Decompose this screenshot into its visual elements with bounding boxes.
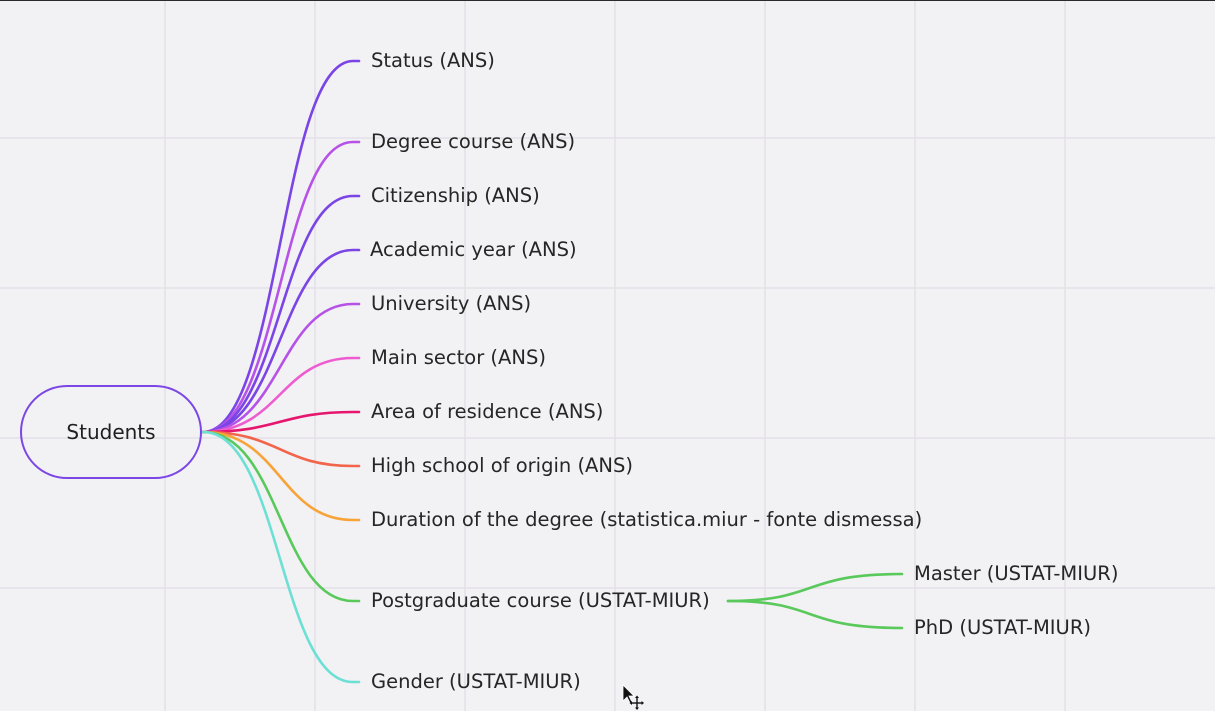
child-node-phd[interactable]: PhD (USTAT-MIUR) [914, 616, 1091, 639]
child-connector-line [726, 599, 904, 630]
branch-node-postgraduate-course[interactable]: Postgraduate course (USTAT-MIUR) [371, 589, 710, 612]
connector-line [201, 356, 361, 434]
branch-node-status[interactable]: Status (ANS) [371, 49, 495, 72]
connector-line [201, 410, 361, 434]
move-cursor-icon [622, 684, 644, 710]
branch-node-area-of-residence[interactable]: Area of residence (ANS) [371, 400, 604, 423]
connector-line [201, 194, 361, 434]
branch-node-main-sector[interactable]: Main sector (ANS) [371, 346, 546, 369]
branch-node-university[interactable]: University (ANS) [371, 292, 532, 315]
branch-node-citizenship[interactable]: Citizenship (ANS) [371, 184, 540, 207]
connector-line [201, 430, 361, 468]
connector-line [201, 430, 361, 522]
branch-node-academic-year[interactable]: Academic year (ANS) [370, 238, 577, 261]
connector-line [201, 248, 361, 434]
connector-line [201, 302, 361, 434]
child-connector-line [726, 572, 904, 603]
connector-line [201, 430, 361, 684]
connector-line [201, 140, 361, 434]
branch-node-gender[interactable]: Gender (USTAT-MIUR) [371, 670, 581, 693]
root-node-students[interactable]: Students [20, 385, 202, 479]
branch-node-degree-course[interactable]: Degree course (ANS) [371, 130, 576, 153]
root-node-label: Students [66, 420, 156, 444]
child-node-master[interactable]: Master (USTAT-MIUR) [914, 562, 1119, 585]
connector-line [201, 430, 361, 603]
branch-node-duration[interactable]: Duration of the degree (statistica.miur … [371, 508, 923, 531]
branch-node-high-school[interactable]: High school of origin (ANS) [371, 454, 633, 477]
connector-line [201, 59, 361, 434]
